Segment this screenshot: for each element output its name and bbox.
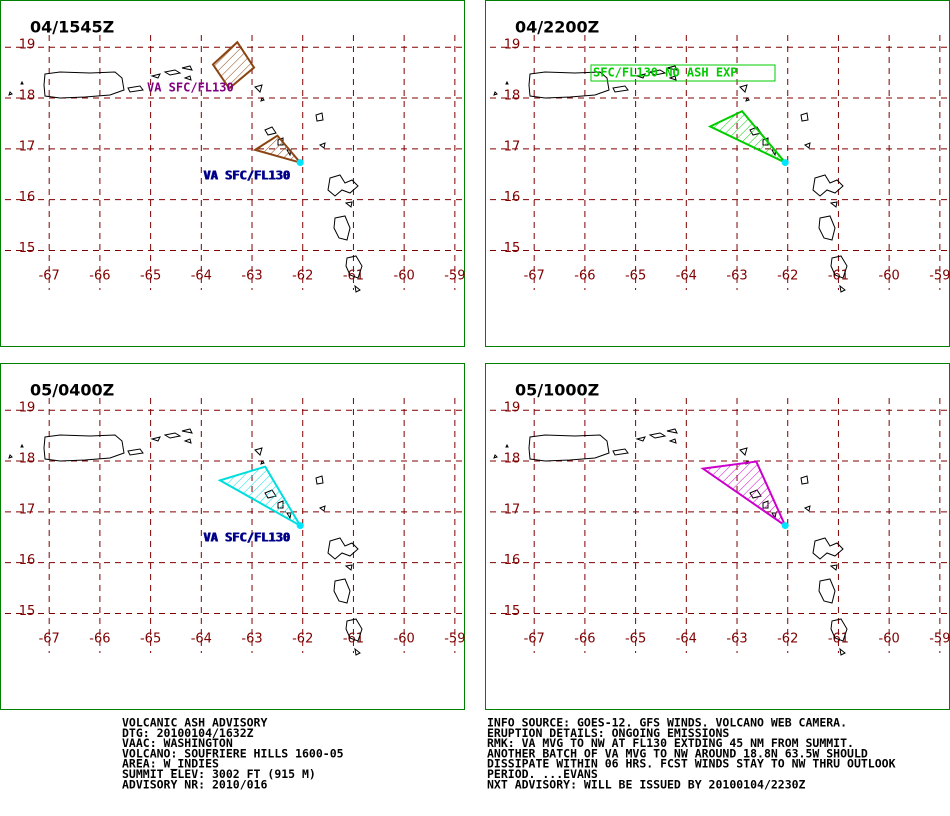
lon-label: -64 [191,269,212,284]
advisory-line: ANOTHER BATCH OF VA MVG TO NW AROUND 18.… [487,746,868,760]
lon-label: -59 [929,632,950,647]
lon-label: -66 [89,632,110,647]
lon-label: -60 [394,269,415,284]
lat-label: 19 [504,38,521,53]
lon-label: -60 [879,632,900,647]
lon-label: -63 [241,269,262,284]
ash-area [252,134,304,165]
volcano-marker [296,159,304,167]
map-panel: -67-66-65-64-63-62-61-60-59191817161505/… [0,363,465,710]
lon-label: -62 [777,632,798,647]
lon-label: -64 [191,632,212,647]
lat-label: 17 [19,139,36,154]
advisory-line: NXT ADVISORY: WILL BE ISSUED BY 20100104… [487,777,806,791]
advisory-line: SUMMIT ELEV: 3002 FT (915 M) [122,767,316,781]
lat-label: 18 [19,452,36,467]
lon-label: -67 [524,269,545,284]
lon-label: -59 [929,269,950,284]
area-label: VA SFC/FL130 [203,531,290,545]
area-label: VA SFC/FL130 [204,169,291,183]
lat-label: 15 [19,604,36,619]
advisory-line: DTG: 20100104/1632Z [122,726,254,740]
map-panel: -67-66-65-64-63-62-61-60-59191817161504/… [0,0,465,347]
advisory-line: INFO SOURCE: GOES-12. GFS WINDS. VOLCANO… [487,716,847,730]
lat-label: 18 [504,89,521,104]
lat-label: 19 [504,401,521,416]
lon-label: -66 [89,269,110,284]
lat-label: 17 [504,502,521,517]
lat-label: 15 [19,241,36,256]
lat-label: 19 [19,38,36,53]
area-label: VA SFC/FL130 [203,169,290,183]
lon-label: -67 [524,632,545,647]
lon-label: -66 [574,269,595,284]
lat-label: 17 [504,139,521,154]
valid-time: 04/2200Z [515,18,599,37]
lat-label: 15 [504,241,521,256]
panel-border [485,0,950,347]
area-label: SFC/FL130 NO ASH EXP [593,66,738,80]
volcano-marker [781,159,789,167]
advisory-line: DISSIPATE WITHIN 06 HRS. FCST WINDS STAY… [487,757,896,771]
label-box [590,64,776,82]
lon-label: -66 [574,632,595,647]
advisory-line: VOLCANO: SOUFRIERE HILLS 1600-05 [122,746,344,760]
map-panel: -67-66-65-64-63-62-61-60-59191817161504/… [203,0,950,347]
advisory-line: ADVISORY NR: 2010/016 [122,777,267,791]
panel-border [485,363,950,710]
area-label: VA SFC/FL130 [204,531,291,545]
lat-label: 16 [19,553,36,568]
lat-label: 15 [504,604,521,619]
ash-area [211,40,256,90]
area-label: VA SFC/FL130 [147,81,234,95]
valid-time: 05/1000Z [515,381,599,400]
valid-time: 05/0400Z [30,381,114,400]
lon-label: -62 [292,632,313,647]
lat-label: 19 [19,401,36,416]
lon-label: -60 [394,632,415,647]
lat-label: 17 [19,502,36,517]
lon-label: -63 [726,269,747,284]
lon-label: -64 [676,632,697,647]
lon-label: -60 [879,269,900,284]
advisory-line: AREA: W_INDIES [122,757,219,772]
lon-label: -65 [140,269,161,284]
ash-area [700,460,788,529]
lon-label: -63 [241,632,262,647]
advisory-line: VAAC: WASHINGTON [122,736,233,750]
lon-label: -59 [444,632,465,647]
lat-label: 16 [504,190,521,205]
map-panel: -67-66-65-64-63-62-61-60-59191817161505/… [203,363,950,710]
lon-label: -65 [625,632,646,647]
lon-label: -65 [140,632,161,647]
lon-label: -62 [292,269,313,284]
ash-area [217,465,303,529]
lon-label: -64 [676,269,697,284]
advisory-line: VOLCANIC ASH ADVISORY [122,716,267,730]
lon-label: -65 [625,269,646,284]
advisory-line: RMK: VA MVG TO NW AT FL130 EXTDING 45 NM… [487,736,854,750]
lon-label: -63 [726,632,747,647]
advisory-line: ERUPTION DETAILS: ONGOING EMISSIONS [487,726,729,740]
advisory-line: PERIOD. ...EVANS [487,767,598,781]
lon-label: -62 [777,269,798,284]
lon-label: -67 [39,269,60,284]
lat-label: 18 [19,89,36,104]
lon-label: -67 [39,632,60,647]
ash-area [707,110,786,164]
panel-border [0,363,465,710]
volcano-marker [296,522,304,530]
lat-label: 16 [504,553,521,568]
lon-label: -59 [444,269,465,284]
lat-label: 18 [504,452,521,467]
valid-time: 04/1545Z [30,18,114,37]
volcano-marker [781,522,789,530]
lat-label: 16 [19,190,36,205]
